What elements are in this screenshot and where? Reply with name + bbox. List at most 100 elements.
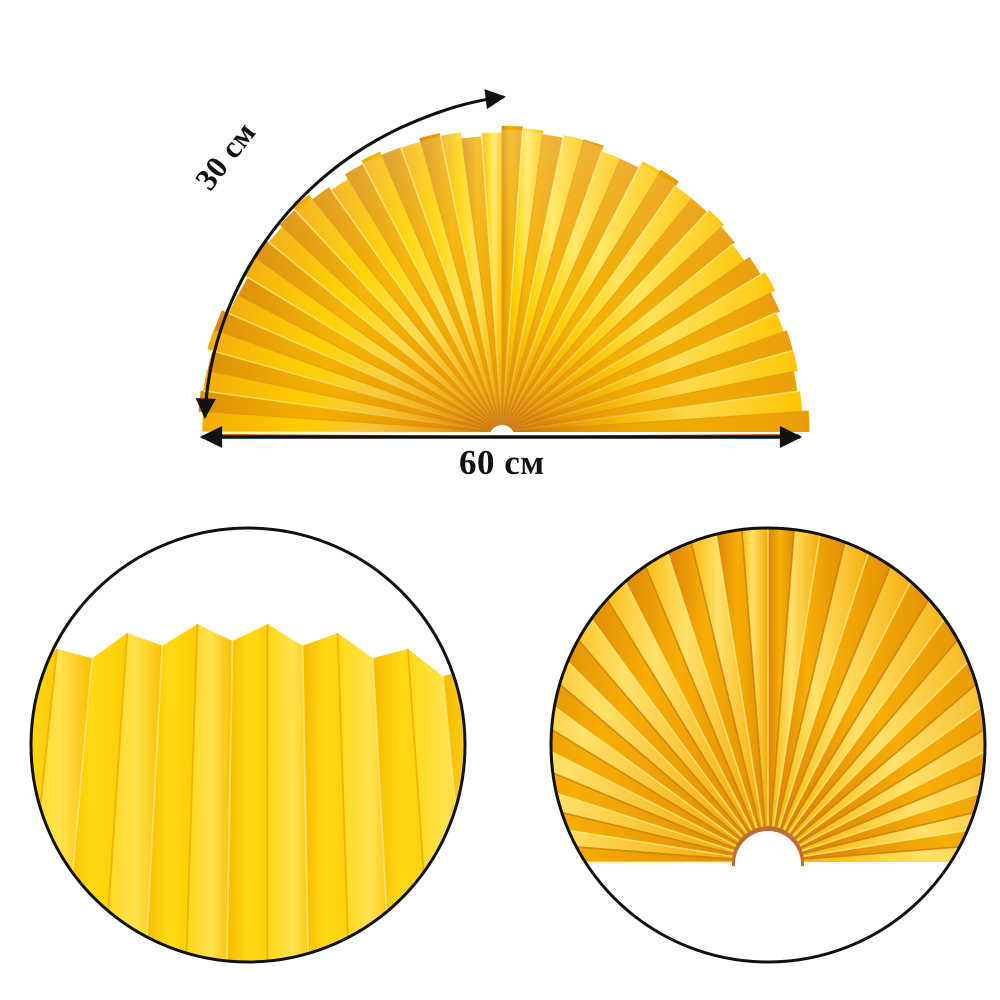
hub-pleat	[590, 559, 752, 832]
hub-fold-crease	[770, 528, 796, 827]
hub-pleat	[803, 782, 985, 857]
hub-fold-crease	[551, 756, 735, 852]
hub-fold-crease	[803, 808, 985, 858]
hub-pleat	[551, 684, 738, 846]
pleat-crease	[143, 645, 164, 962]
pleat-panel	[442, 667, 465, 962]
hub-pleat	[797, 662, 985, 844]
hub-pleat	[800, 707, 985, 849]
pleat-panel	[31, 648, 58, 962]
dimension-annotations	[195, 89, 803, 449]
width-dimension-label: 60 см	[459, 443, 545, 482]
hub-fold-crease	[637, 547, 755, 830]
pleat-edge-shapes	[0, 624, 465, 985]
hub-pleat	[662, 531, 760, 828]
hub-fold-crease	[551, 808, 733, 858]
hub-fold-crease	[551, 602, 746, 836]
hub-pleat	[779, 538, 899, 829]
hub-fold-crease	[803, 834, 985, 860]
hub-pleat	[551, 835, 733, 862]
hub-fold-crease	[551, 640, 742, 840]
hub-pleat	[793, 621, 985, 839]
hub-fold-crease	[783, 558, 924, 831]
inset-left-border	[29, 526, 467, 964]
pleat-panel	[226, 624, 274, 962]
hub-detail-notch	[735, 831, 801, 962]
pleat-crease	[225, 640, 234, 962]
hub-pleat	[551, 782, 733, 857]
hub-fold-crease	[800, 731, 985, 849]
hub-fold-crease	[799, 706, 985, 847]
hub-fold-crease	[794, 640, 985, 840]
hub-fold-crease	[662, 538, 758, 829]
hub-pleat	[791, 603, 985, 837]
pleat-panel	[144, 624, 198, 962]
hub-pleat	[802, 756, 985, 854]
hub-pleat	[786, 572, 968, 833]
hub-fold-crease	[551, 731, 736, 849]
hub-pleat	[773, 528, 848, 827]
hub-pleat	[688, 528, 763, 827]
hub-fold-crease	[612, 558, 753, 831]
hub-fold-crease	[551, 706, 737, 847]
hub-fold-crease	[551, 834, 733, 860]
hub-fold-crease	[796, 661, 985, 842]
hub-fold-crease	[714, 528, 764, 827]
hub-pleat	[803, 835, 985, 862]
hub-pleat	[551, 621, 743, 839]
hub-fold-crease	[589, 571, 750, 832]
pleat-panel	[337, 633, 397, 962]
hub-pleat	[803, 808, 985, 860]
hub-fold-crease	[740, 528, 766, 827]
pleat-panel	[302, 633, 356, 962]
hub-pleat	[714, 528, 766, 827]
pleat-panel	[267, 624, 315, 962]
hub-fold-crease	[788, 586, 969, 834]
inset-pleat-edge-detail	[0, 526, 467, 985]
hub-pleat	[781, 547, 923, 830]
hub-fold-crease	[772, 528, 822, 827]
main-fan-illustration	[198, 125, 810, 441]
pleat-crease	[336, 633, 351, 962]
fan-pleats	[198, 125, 810, 433]
hub-fold-crease	[775, 531, 849, 828]
hub-pleat	[801, 731, 985, 851]
hub-fold-crease	[802, 781, 985, 855]
hub-fold-crease	[786, 571, 947, 832]
hub-pleat	[776, 531, 874, 828]
pleat-panel	[103, 633, 163, 962]
hub-detail-shapes	[551, 528, 985, 866]
hub-pleat	[568, 572, 750, 833]
hub-fold-crease	[781, 547, 899, 830]
pleat-crease	[184, 624, 199, 962]
arc-dimension-arrow	[195, 89, 506, 419]
hub-pleat	[770, 528, 822, 827]
inset-right-border	[549, 526, 987, 964]
inset-fan-hub-detail	[549, 526, 987, 964]
pleat-crease	[301, 645, 310, 962]
hub-pleat	[551, 756, 734, 854]
hub-fold-crease	[801, 756, 985, 852]
hub-pleat	[798, 684, 985, 846]
hub-pleat	[613, 547, 755, 830]
hub-fold-crease	[687, 531, 761, 828]
hub-fold-crease	[551, 661, 740, 842]
hub-fold-crease	[551, 683, 738, 844]
hub-fold-crease	[798, 683, 985, 844]
hub-fold-crease	[778, 538, 874, 829]
pleat-panel	[185, 624, 233, 962]
hub-pleat	[551, 662, 739, 844]
hub-pleat	[551, 808, 733, 860]
hub-pleat	[784, 559, 946, 832]
hub-pleat	[551, 586, 747, 835]
pleat-crease	[0, 676, 22, 985]
hub-pleat	[551, 731, 735, 851]
hub-fold-crease	[551, 781, 734, 855]
hub-fold-crease	[790, 602, 985, 836]
hub-pleat	[789, 586, 985, 835]
hub-fold-crease	[567, 586, 748, 834]
hub-pleat	[551, 603, 745, 837]
hub-pleat	[637, 538, 757, 829]
